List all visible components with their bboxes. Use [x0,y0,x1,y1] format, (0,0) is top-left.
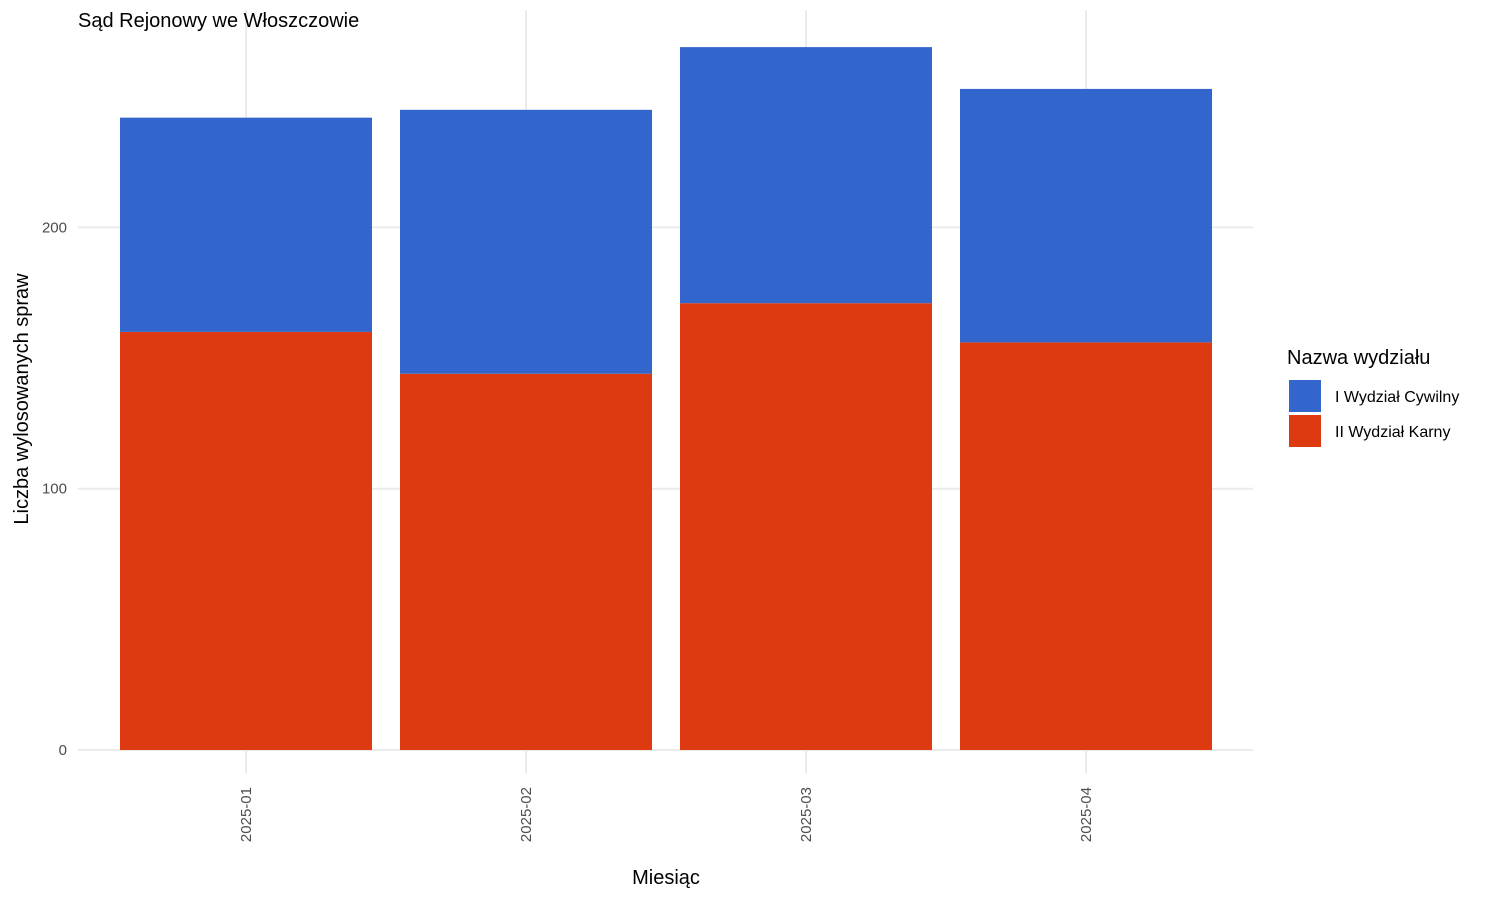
legend-title: Nazwa wydziału [1287,347,1430,369]
y-tick-label: 200 [42,219,67,236]
legend: Nazwa wydziału I Wydział Cywilny II Wydzi… [1287,347,1459,447]
bar-segment [960,88,1212,343]
legend-entries: I Wydział Cywilny II Wydział Karny [1289,380,1459,447]
bars [120,47,1212,750]
bar-segment [960,342,1212,750]
chart-title: Sąd Rejonowy we Włoszczowie [78,10,359,32]
x-tick-label: 2025-04 [1078,787,1095,842]
y-axis-tick-labels: 0 100 200 [42,219,67,759]
bar-segment [400,373,652,750]
bar-segment [120,331,372,750]
y-tick-label: 100 [42,481,67,498]
legend-swatch [1289,380,1321,412]
bar-segment [120,117,372,332]
y-axis-title: Liczba wylosowanych spraw [11,273,33,525]
bar-segment [680,303,932,750]
x-tick-label: 2025-03 [798,787,815,842]
legend-label: I Wydział Cywilny [1335,389,1459,406]
x-axis-tick-labels: 2025-01 2025-02 2025-03 2025-04 [238,787,1095,842]
legend-label: II Wydział Karny [1335,424,1450,441]
x-tick-label: 2025-02 [518,787,535,842]
legend-swatch [1289,415,1321,447]
bar-segment [680,47,932,304]
bar-segment [400,109,652,374]
y-tick-label: 0 [59,742,67,759]
x-axis-title: Miesiąc [632,867,700,889]
x-tick-label: 2025-01 [238,787,255,842]
